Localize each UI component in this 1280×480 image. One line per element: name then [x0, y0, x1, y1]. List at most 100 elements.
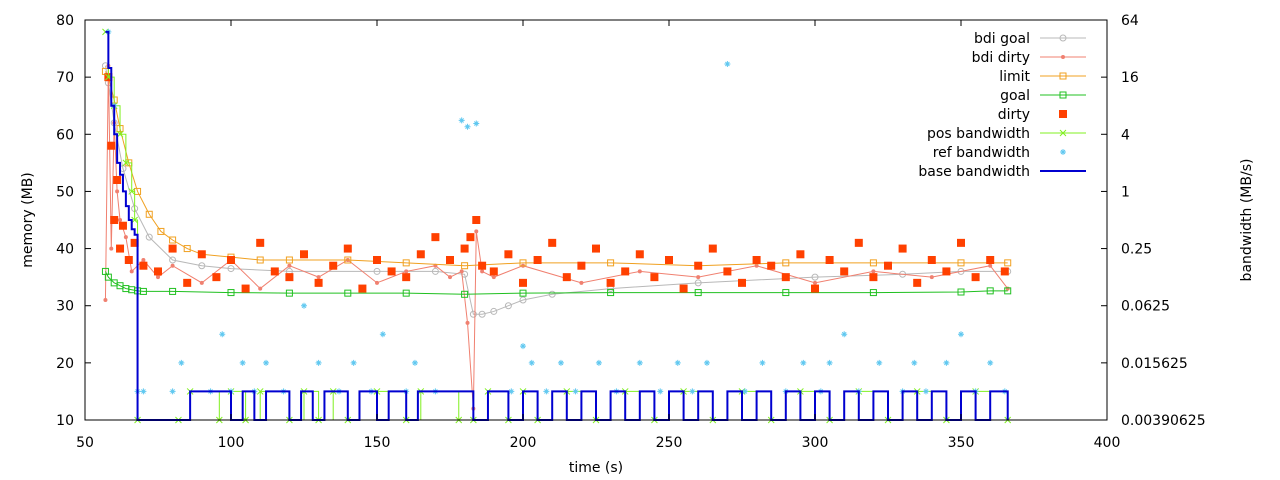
data-point-bdi-goal — [373, 267, 381, 275]
y2-tick-label: 64 — [1121, 13, 1139, 29]
data-point-dirty — [942, 267, 951, 276]
data-point-dirty — [986, 256, 995, 264]
y2-tick-label: 0.0625 — [1121, 299, 1170, 315]
legend: bdi goal bdi dirty limit goal dirty pos bandw… — [918, 31, 1086, 180]
data-point-ref-bandwidth — [703, 359, 710, 366]
data-point-dirty — [884, 261, 892, 270]
data-point-dirty — [621, 267, 630, 276]
data-point-limit — [157, 227, 165, 235]
data-point-bdi-dirty — [287, 263, 292, 268]
data-point-bdi-goal — [478, 310, 486, 318]
data-point-dirty — [825, 256, 834, 264]
data-point-goal — [104, 273, 112, 281]
data-point-pos-bandwidth — [122, 159, 130, 167]
data-point-ref-bandwidth — [508, 388, 515, 395]
data-point-dirty — [270, 267, 279, 276]
legend-marker — [1059, 34, 1067, 42]
data-point-goal — [957, 288, 965, 296]
data-point-dirty — [387, 267, 396, 276]
legend-label: ref bandwidth — [933, 145, 1030, 161]
data-point-dirty — [113, 176, 122, 184]
y2-tick-label: 1 — [1121, 184, 1130, 200]
data-point-bdi-goal — [431, 267, 439, 275]
data-point-dirty — [708, 244, 717, 253]
data-point-bdi-goal — [694, 279, 702, 287]
data-point-dirty — [679, 284, 688, 293]
data-point-bdi-dirty — [199, 280, 204, 285]
data-point-goal — [402, 289, 410, 297]
data-point-limit — [782, 259, 790, 267]
x-tick-label: 400 — [1094, 435, 1121, 451]
legend-label: limit — [999, 69, 1030, 85]
data-point-bdi-dirty — [448, 275, 452, 280]
legend-label: dirty — [998, 107, 1030, 123]
data-point-ref-bandwidth — [520, 343, 526, 350]
data-point-dirty — [767, 261, 776, 270]
data-point-limit — [957, 259, 965, 267]
series-bdi-dirty — [103, 63, 1010, 411]
x-tick-label: 150 — [364, 435, 391, 451]
data-point-bdi-dirty — [459, 269, 464, 274]
legend-item-ref-bandwidth: ref bandwidth — [933, 145, 1066, 161]
data-point-ref-bandwidth — [543, 388, 550, 395]
data-point-limit — [256, 256, 264, 264]
data-point-bdi-goal — [198, 262, 206, 270]
data-point-dirty — [592, 244, 600, 253]
x-axis-title: time (s) — [569, 460, 623, 476]
data-point-dirty — [343, 244, 352, 253]
x-tick-label: 50 — [76, 435, 94, 451]
data-point-bdi-dirty — [404, 269, 409, 274]
legend-label: goal — [1000, 88, 1030, 104]
data-point-dirty — [606, 278, 615, 287]
data-point-ref-bandwidth — [464, 123, 471, 130]
series-line-limit — [104, 71, 1008, 267]
data-point-ref-bandwidth — [657, 388, 664, 395]
series-line-pos-bandwidth — [105, 31, 1009, 421]
data-point-goal — [869, 289, 877, 297]
data-point-dirty — [472, 216, 481, 224]
data-point-ref-bandwidth — [826, 359, 833, 366]
legend-marker — [1060, 149, 1066, 155]
data-point-dirty — [854, 238, 863, 247]
data-point-dirty — [971, 273, 980, 282]
y-tick-label: 30 — [56, 299, 74, 315]
data-point-bdi-dirty — [696, 275, 701, 280]
data-point-limit — [169, 236, 177, 244]
data-point-dirty — [416, 250, 425, 259]
data-point-bdi-dirty — [123, 235, 128, 240]
x-tick-label: 250 — [656, 435, 683, 451]
data-point-ref-bandwidth — [458, 117, 465, 124]
data-point-dirty — [107, 141, 116, 150]
data-point-dirty — [227, 256, 235, 264]
series-pos-bandwidth — [102, 28, 1012, 424]
data-point-ref-bandwidth — [557, 359, 564, 366]
data-point-dirty — [694, 261, 703, 270]
plot-area — [101, 28, 1012, 424]
legend-item-limit: limit — [999, 69, 1086, 85]
data-point-bdi-dirty — [316, 275, 321, 280]
legend-label: bdi dirty — [972, 50, 1030, 66]
data-point-ref-bandwidth — [178, 359, 185, 366]
data-point-ref-bandwidth — [263, 359, 270, 366]
data-point-dirty — [460, 244, 469, 253]
data-point-limit — [869, 259, 877, 267]
data-point-dirty — [650, 273, 659, 282]
data-point-ref-bandwidth — [140, 388, 147, 395]
data-point-limit — [183, 245, 191, 253]
axis-ticks: 50 100 150 200 250 300 350 400 10 20 30 40 50 60 70 80 0… — [56, 13, 1205, 451]
data-point-ref-bandwidth — [411, 359, 418, 366]
data-point-dirty — [533, 256, 542, 264]
data-point-goal — [986, 287, 994, 295]
y2-tick-label: 0.25 — [1121, 242, 1152, 258]
y-tick-label: 40 — [56, 242, 74, 258]
data-point-ref-bandwidth — [315, 359, 322, 366]
x-tick-label: 300 — [802, 435, 829, 451]
y2-tick-label: 4 — [1121, 127, 1130, 143]
data-point-bdi-dirty — [988, 263, 993, 268]
y2-tick-label: 16 — [1121, 70, 1139, 86]
data-point-dirty — [116, 244, 125, 253]
data-point-dirty — [285, 273, 294, 282]
data-point-dirty — [913, 278, 922, 287]
data-point-bdi-dirty — [129, 269, 134, 274]
y2-tick-label: 0.015625 — [1121, 356, 1188, 372]
